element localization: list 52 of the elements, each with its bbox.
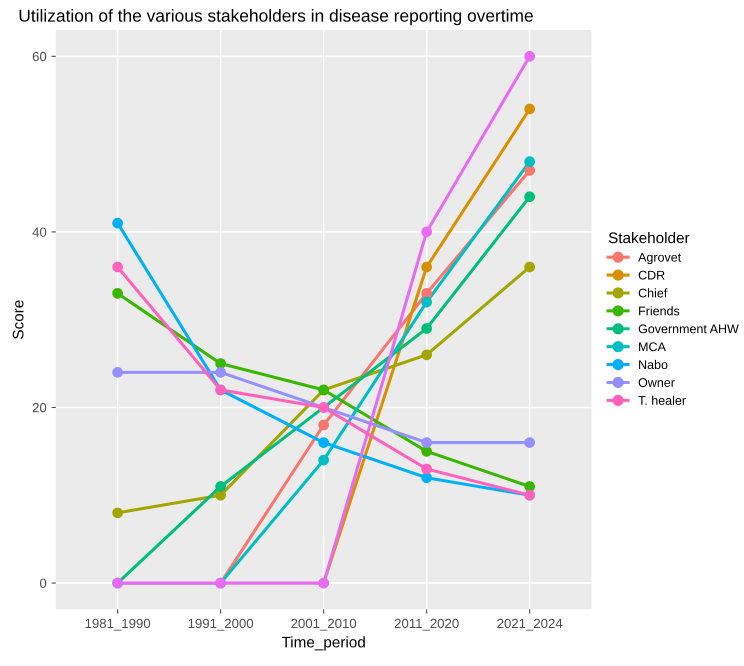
point xyxy=(318,454,329,466)
point xyxy=(524,437,536,448)
point xyxy=(112,507,123,518)
point xyxy=(112,262,123,272)
point xyxy=(524,191,536,202)
x-tick-label: 2011_2020 xyxy=(394,618,459,631)
x-axis-title: Time_period xyxy=(282,636,365,651)
legend-title: Stakeholder xyxy=(608,232,690,244)
x-tick-label: 1991_2000 xyxy=(188,618,254,631)
point xyxy=(112,288,123,299)
legend-label: Owner xyxy=(638,378,675,387)
point xyxy=(524,50,536,62)
legend-label: Government AHW xyxy=(638,324,739,334)
point xyxy=(421,437,432,448)
legend-label: Chief xyxy=(638,288,668,298)
point xyxy=(215,367,226,378)
y-tick-label: 60 xyxy=(32,52,46,62)
legend-label: T. healer xyxy=(638,396,686,405)
legend-label: MCA xyxy=(639,342,666,352)
y-axis-title: Score xyxy=(12,300,24,339)
legend-label: CDR xyxy=(638,270,665,280)
point xyxy=(524,481,536,492)
legend-label: Agrovet xyxy=(638,252,682,264)
point xyxy=(112,218,123,228)
chart-title: Utilization of the various stakeholders in disease reporting overtime xyxy=(20,9,533,26)
point xyxy=(318,420,329,430)
point xyxy=(318,437,329,448)
point xyxy=(524,262,536,272)
point xyxy=(421,296,432,308)
x-tick-label: 2001_2010 xyxy=(291,618,356,631)
x-tick-label: 2021_2024 xyxy=(497,618,562,631)
legend-label: Nabo xyxy=(639,360,668,370)
point xyxy=(524,104,536,114)
point xyxy=(215,481,226,492)
point xyxy=(421,349,432,360)
y-tick-label: 0 xyxy=(40,578,46,588)
point xyxy=(421,226,432,238)
point xyxy=(524,165,536,176)
point xyxy=(421,262,432,272)
point xyxy=(421,288,432,299)
x-tick-label: 1981_1990 xyxy=(86,618,150,631)
point xyxy=(524,156,536,168)
point xyxy=(215,358,226,369)
point xyxy=(421,472,432,484)
point xyxy=(112,367,123,378)
y-tick-label: 20 xyxy=(32,403,46,412)
point xyxy=(421,323,432,334)
point xyxy=(421,464,432,474)
legend-label: Friends xyxy=(639,306,680,316)
point xyxy=(215,490,226,501)
point xyxy=(421,446,432,457)
y-tick-label: 40 xyxy=(32,227,46,237)
